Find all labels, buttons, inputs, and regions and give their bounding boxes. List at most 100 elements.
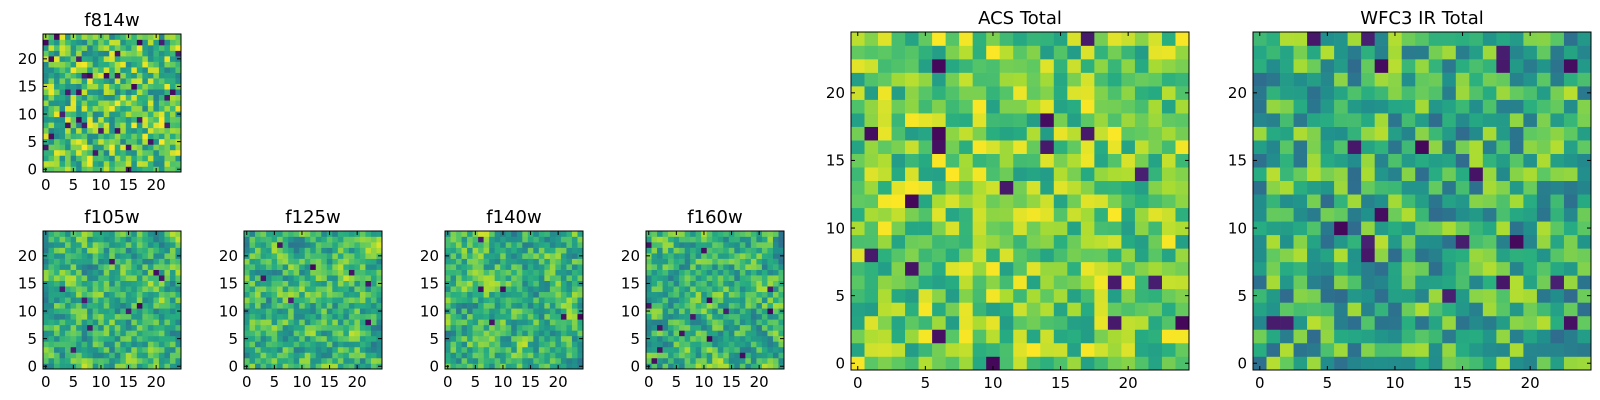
heatmap-cell bbox=[175, 94, 182, 101]
heatmap-cell bbox=[1482, 45, 1497, 60]
heatmap-cell bbox=[158, 56, 165, 62]
heatmap-cell bbox=[450, 319, 457, 326]
heatmap-cell bbox=[1482, 302, 1497, 317]
heatmap-cell bbox=[986, 342, 1001, 357]
heatmap-cell bbox=[1442, 221, 1457, 236]
heatmap-cell bbox=[125, 280, 132, 287]
heatmap-cell bbox=[103, 264, 110, 270]
heatmap-cell bbox=[175, 100, 182, 107]
heatmap-cell bbox=[1442, 261, 1457, 276]
heatmap-cell bbox=[43, 291, 49, 298]
heatmap-cell bbox=[1307, 342, 1321, 357]
heatmap-cell bbox=[70, 258, 77, 265]
heatmap-cell bbox=[1455, 356, 1470, 371]
heatmap-cell bbox=[450, 341, 457, 348]
heatmap-cell bbox=[65, 50, 71, 57]
heatmap-cell bbox=[142, 236, 149, 243]
heatmap-cell bbox=[332, 324, 339, 331]
heatmap-cell bbox=[571, 247, 578, 254]
heatmap-cell bbox=[918, 140, 933, 154]
heatmap-cell bbox=[1107, 113, 1122, 127]
heatmap-cell bbox=[549, 264, 556, 270]
heatmap-cell bbox=[483, 297, 490, 304]
heatmap-cell bbox=[549, 258, 556, 265]
heatmap-cell bbox=[1040, 45, 1055, 60]
heatmap-cell bbox=[533, 231, 540, 237]
heatmap-cell bbox=[723, 341, 730, 348]
heatmap-cell bbox=[365, 308, 372, 315]
heatmap-cell bbox=[478, 324, 484, 331]
heatmap-cell bbox=[668, 319, 674, 326]
heatmap-cell bbox=[450, 264, 457, 270]
axes-frame bbox=[42, 230, 182, 370]
heatmap-cell bbox=[1148, 45, 1163, 60]
heatmap-cell bbox=[103, 166, 110, 173]
heatmap-cell bbox=[767, 335, 774, 342]
heatmap-cell bbox=[43, 352, 49, 359]
heatmap-cell bbox=[43, 346, 49, 353]
heatmap-cell bbox=[158, 346, 165, 353]
heatmap-cell bbox=[1536, 113, 1551, 127]
heatmap-cell bbox=[1080, 113, 1095, 127]
heatmap-cell bbox=[1148, 113, 1163, 127]
heatmap-cell bbox=[54, 247, 60, 254]
heatmap-cell bbox=[337, 280, 344, 287]
heatmap-cell bbox=[1320, 248, 1335, 263]
heatmap-cell bbox=[1455, 275, 1470, 290]
heatmap-cell bbox=[321, 341, 328, 348]
heatmap-cell bbox=[169, 105, 176, 112]
heatmap-cell bbox=[48, 50, 55, 57]
heatmap-cell bbox=[1577, 99, 1592, 114]
heatmap-cell bbox=[533, 269, 540, 276]
heatmap-cell bbox=[767, 352, 774, 359]
heatmap-cell bbox=[1293, 32, 1308, 46]
heatmap-cell bbox=[288, 363, 294, 370]
heatmap-cell bbox=[566, 341, 573, 348]
heatmap-cell bbox=[1026, 99, 1041, 114]
heatmap-cell bbox=[972, 86, 987, 100]
heatmap-cell bbox=[1469, 86, 1484, 100]
heatmap-cell bbox=[878, 194, 892, 209]
heatmap-cell bbox=[712, 308, 719, 315]
heatmap-cell bbox=[1148, 99, 1163, 114]
heatmap-cell bbox=[376, 319, 383, 326]
heatmap-cell bbox=[1550, 248, 1565, 263]
heatmap-cell bbox=[169, 335, 176, 342]
heatmap-cell bbox=[1455, 248, 1470, 263]
heatmap-cell bbox=[147, 116, 154, 123]
heatmap-cell bbox=[505, 308, 512, 315]
heatmap-cell bbox=[679, 253, 685, 259]
heatmap-cell bbox=[43, 100, 49, 107]
heatmap-cell bbox=[1067, 59, 1082, 73]
heatmap-cell bbox=[98, 100, 105, 107]
heatmap-cell bbox=[1080, 180, 1095, 195]
heatmap-cell bbox=[467, 242, 473, 248]
heatmap-cell bbox=[48, 308, 55, 315]
heatmap-cell bbox=[260, 269, 267, 276]
heatmap-cell bbox=[109, 363, 116, 370]
heatmap-cell bbox=[690, 280, 696, 287]
heatmap-cell bbox=[332, 302, 339, 309]
heatmap-cell bbox=[571, 286, 578, 293]
heatmap-cell bbox=[986, 113, 1001, 127]
heatmap-cell bbox=[478, 231, 484, 237]
heatmap-cell bbox=[147, 34, 154, 40]
heatmap-cell bbox=[87, 324, 93, 331]
heatmap-cell bbox=[1563, 180, 1578, 195]
heatmap-cell bbox=[288, 308, 294, 315]
heatmap-cell bbox=[679, 264, 685, 270]
heatmap-cell bbox=[706, 335, 713, 342]
heatmap-cell bbox=[1320, 72, 1335, 87]
heatmap-cell bbox=[472, 247, 479, 254]
heatmap-cell bbox=[690, 297, 696, 304]
heatmap-cell bbox=[511, 242, 518, 248]
heatmap-cell bbox=[70, 313, 77, 320]
heatmap-cell bbox=[59, 34, 66, 40]
heatmap-cell bbox=[662, 308, 669, 315]
heatmap-cell bbox=[1080, 59, 1095, 73]
heatmap-cell bbox=[92, 357, 99, 364]
heatmap-cell bbox=[131, 346, 138, 353]
heatmap-cell bbox=[932, 45, 946, 60]
heatmap-cell bbox=[76, 45, 82, 51]
heatmap-cell bbox=[555, 269, 562, 276]
